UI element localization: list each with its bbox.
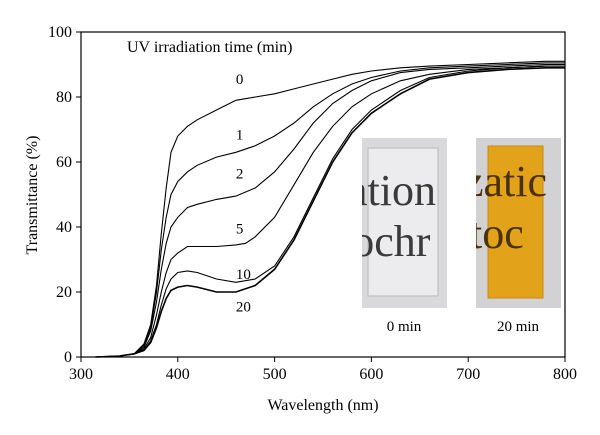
y-tick-label: 100 [48, 24, 72, 41]
series-line-1-min [95, 62, 565, 358]
y-tick-label: 40 [56, 219, 72, 236]
x-tick-label: 400 [166, 366, 190, 383]
series-line-0-min [95, 60, 565, 358]
plot-area: ation tochr zatic toc 0 min 20 min 01251… [24, 24, 600, 414]
series-label-0-min: 0 [236, 72, 244, 88]
legend-title: UV irradiation time (min) [127, 39, 292, 56]
series-line-2-min [95, 63, 565, 358]
inset-caption-0min: 0 min [387, 319, 422, 335]
inset-photo-0min-left-mask [300, 138, 362, 308]
y-tick-label: 20 [56, 284, 72, 301]
x-axis-label: Wavelength (nm) [267, 397, 378, 414]
x-tick-label: 500 [263, 366, 287, 383]
series-lines [95, 60, 565, 358]
y-axis-label: Transmittance (%) [24, 136, 41, 255]
y-tick-label: 60 [56, 154, 72, 171]
series-line-5-min [95, 65, 565, 358]
y-axis-ticks: 0 20 40 60 80 100 [48, 24, 81, 366]
inset-photo-20min-left-mask [447, 138, 476, 308]
series-line-20-min [95, 67, 565, 358]
axes-frame [80, 31, 566, 358]
inset-caption-20min: 20 min [497, 319, 540, 335]
x-axis-ticks: 300 400 500 600 700 800 [69, 357, 577, 383]
inset-photo-20min-film [487, 145, 544, 299]
inset-photo-20min: zatic toc [447, 138, 600, 308]
series-labels: 0 1 2 5 10 20 [236, 72, 251, 316]
inset-photo-20min-text-top: zatic [464, 157, 547, 206]
x-tick-label: 800 [553, 366, 577, 383]
series-label-2-min: 2 [236, 166, 244, 182]
x-tick-label: 700 [456, 366, 480, 383]
y-tick-label: 0 [64, 349, 72, 366]
inset-photo-0min-text-top: ation [348, 166, 436, 215]
x-tick-label: 300 [69, 366, 93, 383]
series-label-1-min: 1 [236, 127, 244, 143]
y-tick-label: 80 [56, 89, 72, 106]
series-label-20-min: 20 [236, 300, 251, 316]
inset-photo-20min-text-bottom: toc [470, 209, 524, 258]
inset-photo-20min-right-mask [561, 138, 600, 308]
series-label-10-min: 10 [236, 267, 251, 283]
inset-photo-0min-glass [367, 147, 439, 297]
x-tick-label: 600 [359, 366, 383, 383]
series-label-5-min: 5 [236, 222, 244, 238]
